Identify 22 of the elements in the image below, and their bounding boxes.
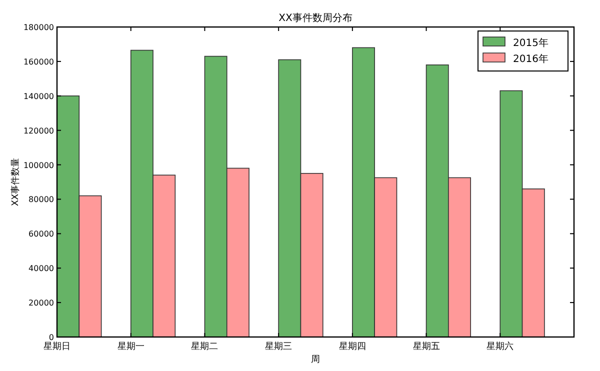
- y-tick-label: 100000: [23, 160, 54, 170]
- x-tick-label: 星期四: [338, 341, 366, 352]
- y-tick-label: 20000: [28, 298, 54, 308]
- y-tick-label: 140000: [23, 92, 54, 101]
- chart-title: XX事件数周分布: [278, 12, 352, 24]
- y-tick-label: 180000: [23, 23, 54, 32]
- x-axis-title: 周: [311, 354, 320, 365]
- y-tick-label: 160000: [23, 57, 54, 66]
- x-tick-label: 星期二: [191, 341, 218, 352]
- y-tick-label: 60000: [28, 230, 54, 239]
- y-axis-title: XX事件数量: [10, 158, 21, 206]
- y-tick-label: 40000: [28, 264, 54, 274]
- x-tick-label: 星期日: [44, 341, 70, 352]
- x-tick-label: 星期五: [412, 341, 440, 352]
- legend-label: 2015年: [513, 37, 548, 49]
- legend-label: 2016年: [513, 53, 548, 65]
- x-tick-label: 星期一: [117, 341, 144, 352]
- y-tick-label: 120000: [23, 126, 54, 136]
- x-tick-label: 星期六: [486, 341, 514, 352]
- x-tick-label: 星期三: [265, 341, 292, 352]
- y-tick-label: 0: [48, 333, 54, 342]
- y-tick-label: 80000: [28, 195, 54, 204]
